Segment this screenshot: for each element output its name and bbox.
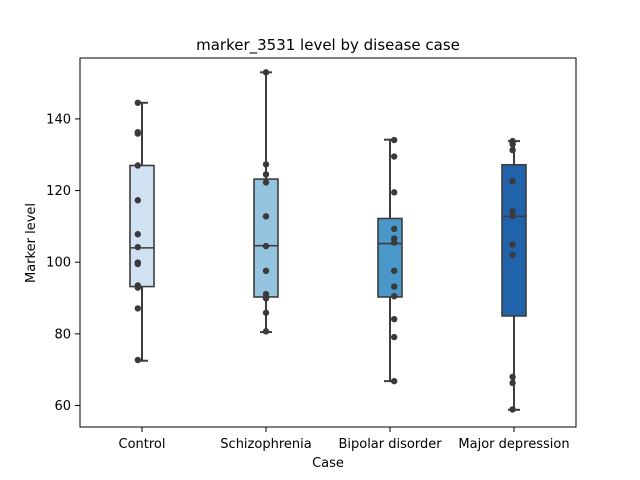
- y-tick-label: 120: [46, 184, 71, 199]
- data-point: [391, 283, 398, 290]
- x-tick-label: Major depression: [458, 437, 569, 452]
- data-point: [262, 161, 270, 168]
- data-point: [134, 356, 141, 364]
- data-point: [134, 243, 141, 251]
- data-point: [509, 251, 516, 259]
- data-point: [391, 153, 398, 160]
- data-point: [262, 242, 270, 250]
- data-point: [262, 171, 270, 178]
- data-point: [509, 146, 516, 154]
- data-point: [509, 178, 516, 185]
- data-point: [262, 213, 270, 220]
- data-point: [134, 231, 141, 238]
- data-point: [509, 406, 516, 413]
- chart-title: marker_3531 level by disease case: [196, 36, 460, 55]
- data-point: [391, 136, 398, 144]
- x-tick-label: Schizophrenia: [220, 437, 311, 452]
- data-point: [262, 295, 270, 302]
- data-point: [262, 309, 270, 316]
- data-point: [262, 328, 270, 335]
- y-tick-label: 140: [46, 112, 71, 127]
- plot-frame: [79, 57, 577, 428]
- y-tick-label: 80: [54, 327, 71, 342]
- data-point: [391, 293, 398, 300]
- data-point: [134, 284, 141, 291]
- plot-area: 60 80 100 120 140 Control Schizophrenia Bipolar…: [46, 57, 577, 452]
- data-point: [134, 162, 141, 169]
- data-point: [391, 239, 398, 246]
- data-point: [262, 179, 270, 186]
- data-point: [509, 208, 516, 215]
- data-point: [134, 260, 141, 268]
- iqr-box: [253, 178, 279, 298]
- iqr-box: [129, 164, 155, 288]
- x-tick-label: Control: [119, 437, 166, 452]
- y-tick-label: 60: [54, 399, 71, 414]
- data-point: [509, 373, 516, 381]
- data-point: [134, 305, 141, 312]
- data-point: [134, 130, 141, 137]
- data-point: [262, 267, 270, 275]
- data-point: [509, 212, 516, 220]
- x-tick-label: Bipolar disorder: [338, 437, 442, 452]
- data-point: [134, 99, 141, 106]
- y-tick-label: 100: [46, 256, 71, 271]
- data-point: [509, 379, 516, 387]
- data-point: [262, 69, 270, 76]
- data-point: [509, 241, 516, 248]
- iqr-box: [377, 217, 403, 298]
- data-point: [391, 315, 398, 323]
- y-axis-label: Marker level: [24, 203, 39, 283]
- iqr-box: [501, 163, 527, 317]
- data-point: [391, 333, 398, 341]
- data-point: [391, 267, 398, 275]
- data-point: [134, 197, 141, 204]
- x-axis-label: Case: [312, 456, 344, 471]
- data-point: [391, 189, 398, 196]
- data-point: [391, 225, 398, 233]
- data-point: [509, 141, 516, 148]
- data-point: [391, 377, 398, 385]
